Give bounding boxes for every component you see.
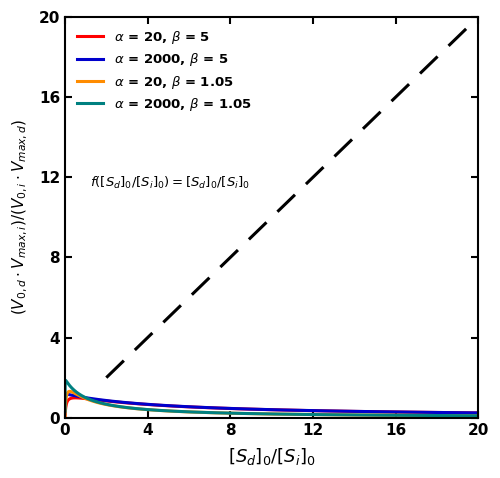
- $\alpha$ = 20, $\beta$ = 5: [475, 410, 481, 416]
- $\alpha$ = 20, $\beta$ = 5: [72, 395, 78, 401]
- $\alpha$ = 20, $\beta$ = 5: [463, 410, 469, 416]
- $\alpha$ = 2000, $\beta$ = 1.05: [62, 378, 68, 383]
- $\alpha$ = 2000, $\beta$ = 5: [263, 407, 269, 413]
- Y-axis label: $(V_{0,d}\cdot V_{max,i})/(V_{0,i}\cdot V_{max,d})$: $(V_{0,d}\cdot V_{max,i})/(V_{0,i}\cdot …: [11, 120, 30, 315]
- $\alpha$ = 2000, $\beta$ = 1.05: [252, 411, 258, 416]
- $\alpha$ = 2000, $\beta$ = 5: [252, 406, 258, 412]
- $\alpha$ = 20, $\beta$ = 1.05: [263, 411, 269, 417]
- $\alpha$ = 2000, $\beta$ = 5: [463, 410, 469, 416]
- $\alpha$ = 20, $\beta$ = 5: [464, 410, 469, 416]
- $\alpha$ = 2000, $\beta$ = 5: [62, 411, 68, 416]
- $\alpha$ = 2000, $\beta$ = 1.05: [263, 411, 269, 417]
- $\alpha$ = 2000, $\beta$ = 5: [464, 410, 469, 416]
- $\alpha$ = 20, $\beta$ = 1.05: [475, 413, 481, 419]
- $\alpha$ = 2000, $\beta$ = 5: [63, 391, 69, 397]
- Legend: $\alpha$ = 20, $\beta$ = 5, $\alpha$ = 2000, $\beta$ = 5, $\alpha$ = 20, $\beta$: $\alpha$ = 20, $\beta$ = 5, $\alpha$ = 2…: [72, 24, 257, 118]
- $\alpha$ = 20, $\beta$ = 1.05: [388, 413, 394, 418]
- $\alpha$ = 2000, $\beta$ = 1.05: [388, 413, 394, 418]
- $\alpha$ = 20, $\beta$ = 5: [388, 409, 394, 415]
- $\alpha$ = 2000, $\beta$ = 5: [84, 395, 89, 401]
- X-axis label: $[S_d]_0/[S_i]_0$: $[S_d]_0/[S_i]_0$: [228, 446, 316, 467]
- $\alpha$ = 2000, $\beta$ = 5: [475, 410, 481, 416]
- $\alpha$ = 20, $\beta$ = 5: [62, 415, 68, 421]
- $\alpha$ = 2000, $\beta$ = 1.05: [463, 413, 469, 419]
- $\alpha$ = 20, $\beta$ = 1.05: [66, 389, 72, 394]
- Line: $\alpha$ = 20, $\beta$ = 5: $\alpha$ = 20, $\beta$ = 5: [65, 398, 478, 418]
- $\alpha$ = 20, $\beta$ = 1.05: [252, 411, 258, 417]
- $\alpha$ = 2000, $\beta$ = 1.05: [84, 395, 89, 401]
- Line: $\alpha$ = 2000, $\beta$ = 1.05: $\alpha$ = 2000, $\beta$ = 1.05: [65, 380, 478, 416]
- $\alpha$ = 2000, $\beta$ = 1.05: [475, 413, 481, 419]
- Line: $\alpha$ = 20, $\beta$ = 1.05: $\alpha$ = 20, $\beta$ = 1.05: [65, 391, 478, 418]
- $\alpha$ = 20, $\beta$ = 1.05: [62, 415, 68, 421]
- $\alpha$ = 20, $\beta$ = 1.05: [464, 413, 469, 419]
- $\alpha$ = 20, $\beta$ = 5: [252, 406, 258, 412]
- $\alpha$ = 20, $\beta$ = 1.05: [84, 396, 89, 402]
- Line: $\alpha$ = 2000, $\beta$ = 5: $\alpha$ = 2000, $\beta$ = 5: [65, 394, 478, 413]
- $\alpha$ = 20, $\beta$ = 5: [84, 396, 89, 402]
- Text: $f([S_d]_0/[S_i]_0)=[S_d]_0/[S_i]_0$: $f([S_d]_0/[S_i]_0)=[S_d]_0/[S_i]_0$: [90, 175, 250, 192]
- $\alpha$ = 20, $\beta$ = 5: [263, 407, 269, 413]
- $\alpha$ = 20, $\beta$ = 1.05: [463, 413, 469, 419]
- $\alpha$ = 2000, $\beta$ = 5: [388, 409, 394, 415]
- $\alpha$ = 2000, $\beta$ = 1.05: [464, 413, 469, 419]
- $\alpha$ = 2000, $\beta$ = 1.05: [62, 408, 68, 414]
